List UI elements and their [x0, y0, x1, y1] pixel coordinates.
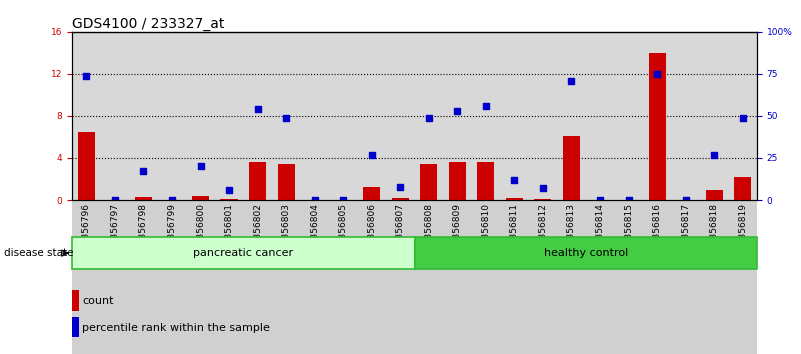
Bar: [557, 200, 586, 354]
Bar: [386, 200, 414, 354]
Point: [422, 115, 435, 120]
Point: [365, 152, 378, 158]
Bar: [72, 200, 101, 354]
Bar: [186, 200, 215, 354]
Bar: [249, 162, 266, 200]
Bar: [72, 237, 415, 269]
Bar: [706, 189, 723, 200]
Bar: [449, 162, 466, 200]
Point: [108, 197, 121, 203]
Point: [679, 197, 692, 203]
Point: [137, 169, 150, 174]
Text: disease state: disease state: [4, 248, 74, 258]
Bar: [700, 200, 728, 354]
Bar: [272, 200, 300, 354]
Bar: [72, 317, 79, 337]
Point: [394, 184, 407, 189]
Bar: [443, 200, 472, 354]
Bar: [534, 199, 551, 200]
Bar: [129, 200, 158, 354]
Bar: [421, 164, 437, 200]
Bar: [192, 196, 209, 200]
Point: [622, 197, 635, 203]
Point: [308, 197, 321, 203]
Bar: [72, 290, 79, 311]
Bar: [244, 200, 272, 354]
Bar: [135, 197, 152, 200]
Bar: [158, 200, 186, 354]
Bar: [277, 164, 295, 200]
Text: percentile rank within the sample: percentile rank within the sample: [83, 322, 270, 333]
Bar: [477, 162, 494, 200]
Bar: [671, 200, 700, 354]
Bar: [563, 136, 580, 200]
Bar: [734, 177, 751, 200]
Text: GDS4100 / 233327_at: GDS4100 / 233327_at: [72, 17, 224, 31]
Bar: [614, 200, 642, 354]
Point: [736, 115, 749, 120]
Bar: [415, 237, 757, 269]
Point: [480, 103, 493, 109]
Point: [594, 197, 606, 203]
Bar: [101, 200, 129, 354]
Bar: [357, 200, 386, 354]
Point: [223, 187, 235, 193]
Bar: [215, 200, 244, 354]
Point: [80, 73, 93, 79]
Point: [508, 177, 521, 183]
Point: [280, 115, 292, 120]
Point: [451, 108, 464, 114]
Bar: [300, 200, 329, 354]
Point: [708, 152, 721, 158]
Point: [252, 106, 264, 112]
Bar: [392, 198, 409, 200]
Point: [537, 185, 549, 191]
Text: healthy control: healthy control: [544, 248, 628, 258]
Bar: [642, 200, 671, 354]
Point: [336, 197, 349, 203]
Bar: [220, 199, 238, 200]
Bar: [728, 200, 757, 354]
Bar: [505, 198, 523, 200]
Bar: [363, 187, 380, 200]
Bar: [414, 200, 443, 354]
Text: count: count: [83, 296, 114, 306]
Bar: [500, 200, 529, 354]
Bar: [529, 200, 557, 354]
Text: pancreatic cancer: pancreatic cancer: [193, 248, 293, 258]
Bar: [586, 200, 614, 354]
Point: [166, 197, 179, 203]
Bar: [649, 53, 666, 200]
Bar: [78, 132, 95, 200]
Point: [565, 78, 578, 84]
Point: [650, 71, 663, 77]
Bar: [329, 200, 357, 354]
Point: [194, 164, 207, 169]
Bar: [472, 200, 500, 354]
